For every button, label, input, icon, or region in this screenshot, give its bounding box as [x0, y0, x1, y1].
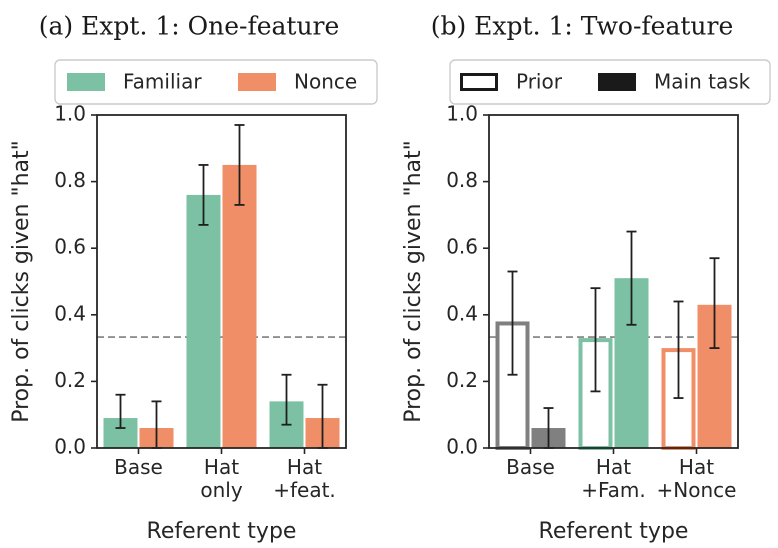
bar [186, 194, 221, 448]
x-tick-label: Base [114, 455, 163, 479]
legend-box [54, 59, 378, 105]
y-tick-label: 0.6 [54, 235, 86, 259]
legend-label: Main task [654, 70, 751, 94]
x-tick-label: Hat [679, 455, 714, 479]
y-axis-label: Prop. of clicks given "hat" [9, 140, 34, 423]
legend-swatch [238, 73, 276, 91]
y-axis-label: Prop. of clicks given "hat" [401, 140, 426, 423]
chart-title: (b) Expt. 1: Two-feature [431, 12, 734, 41]
legend-swatch [460, 73, 498, 91]
x-tick-label: +Fam. [581, 478, 646, 502]
panel-a: (a) Expt. 1: One-feature 0.0 0.2 0.4 0.6 0.8 1… [9, 12, 378, 544]
y-tick-label: 0.6 [446, 235, 478, 259]
legend: Familiar Nonce [54, 59, 378, 105]
x-tick-label: Hat [204, 455, 239, 479]
x-axis-label: Referent type [147, 519, 297, 544]
x-tick-label: +feat. [273, 478, 336, 502]
legend-swatch [598, 73, 636, 91]
legend: Prior Main task [449, 59, 771, 105]
y-tick-label: 0.0 [446, 435, 478, 459]
legend-label: Familiar [123, 70, 202, 94]
panel-b: (b) Expt. 1: Two-feature 0.0 0.2 0.4 0.6 0.8 1… [401, 12, 771, 544]
plot-frame [96, 114, 347, 449]
legend-label: Nonce [294, 70, 357, 94]
x-tick-label: Base [506, 455, 555, 479]
y-tick-label: 0.2 [54, 368, 86, 392]
x-tick-label: only [200, 478, 242, 502]
y-tick-label: 0.8 [446, 168, 478, 192]
y-tick-label: 0.4 [446, 301, 478, 325]
y-tick-label: 0.2 [446, 368, 478, 392]
legend-label: Prior [516, 70, 563, 94]
bar [222, 164, 257, 448]
x-axis-label: Referent type [539, 519, 689, 544]
y-tick-label: 1.0 [446, 102, 478, 126]
x-tick-label: Hat [287, 455, 322, 479]
x-tick-label: +Nonce [657, 478, 737, 502]
y-tick-label: 0.0 [54, 435, 86, 459]
y-tick-label: 1.0 [54, 102, 86, 126]
y-tick-label: 0.8 [54, 168, 86, 192]
y-tick-label: 0.4 [54, 301, 86, 325]
legend-swatch [67, 73, 105, 91]
chart-title: (a) Expt. 1: One-feature [39, 12, 340, 41]
x-tick-label: Hat [596, 455, 631, 479]
